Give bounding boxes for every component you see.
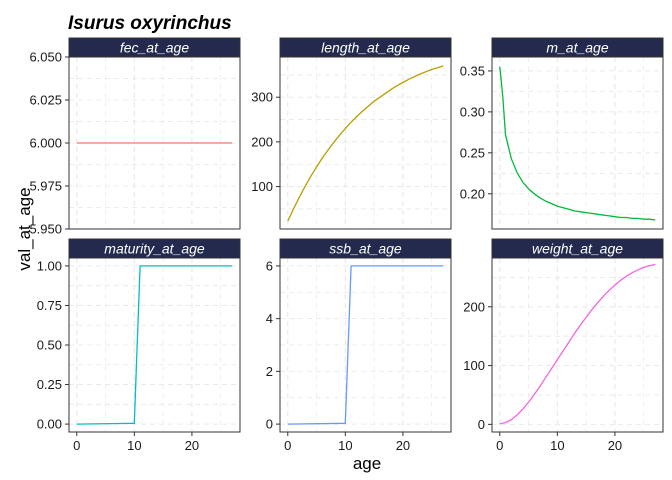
grid-length_at_age	[280, 57, 451, 229]
y-tick-label: 1.00	[37, 258, 62, 273]
x-tick-label: 0	[496, 438, 503, 453]
grid-weight_at_age	[492, 258, 663, 432]
y-tick-label: 4	[266, 311, 273, 326]
strip-label-weight_at_age: weight_at_age	[532, 241, 623, 257]
strip-label-ssb_at_age: ssb_at_age	[329, 241, 402, 257]
grid-m_at_age	[492, 57, 663, 229]
grid-fec_at_age	[69, 56, 240, 230]
y-tick-label: 0.25	[460, 145, 485, 160]
x-tick-label: 20	[185, 438, 199, 453]
y-tick-label: 0.75	[37, 298, 62, 313]
y-tick-label: 0.25	[37, 377, 62, 392]
y-axis-title: val_at_age	[15, 187, 34, 270]
strip-label-m_at_age: m_at_age	[546, 40, 608, 56]
y-tick-label: 300	[251, 90, 273, 105]
x-tick-label: 10	[550, 438, 564, 453]
y-tick-label: 200	[251, 134, 273, 149]
series-line-ssb_at_age	[287, 265, 444, 425]
y-tick-label: 0.30	[460, 104, 485, 119]
facet-panels: fec_at_age 5.950 5.975 6.000 6.025 6.050 lengt…	[29, 37, 664, 453]
y-tick-label: 6.000	[29, 136, 62, 151]
series-line-maturity_at_age	[76, 265, 233, 425]
y-tick-label: 200	[463, 299, 485, 314]
panel-fec_at_age: fec_at_age 5.950 5.975 6.000 6.025 6.050	[29, 37, 241, 237]
series-line-weight_at_age	[499, 263, 656, 425]
panel-border-ssb_at_age	[279, 257, 452, 433]
y-tick-label: 5.975	[29, 179, 62, 194]
grid-ssb_at_age	[280, 258, 451, 432]
panel-border-m_at_age	[491, 56, 664, 230]
y-tick-label: 0	[266, 417, 273, 432]
y-tick-label: 6.050	[29, 50, 62, 65]
y-tick-label: 0	[478, 417, 485, 432]
y-tick-label: 0.35	[460, 63, 485, 78]
panel-length_at_age: length_at_age 100 200 300	[251, 37, 452, 230]
x-tick-label: 10	[338, 438, 352, 453]
x-tick-label: 20	[608, 438, 622, 453]
y-tick-label: 100	[463, 358, 485, 373]
panel-m_at_age: m_at_age 0.20 0.25 0.30 0.35	[460, 37, 664, 230]
y-tick-label: 6	[266, 258, 273, 273]
y-tick-label: 5.950	[29, 222, 62, 237]
panel-border-weight_at_age	[491, 257, 664, 433]
y-tick-label: 2	[266, 364, 273, 379]
panel-ssb_at_age: ssb_at_age 0 2 4 6 0 10 20	[266, 238, 452, 453]
chart-title: Isurus oxyrinchus	[68, 13, 232, 34]
strip-label-length_at_age: length_at_age	[321, 40, 410, 56]
y-tick-label: 0.00	[37, 417, 62, 432]
panel-maturity_at_age: maturity_at_age 0.00 0.25 0.50 0.75 1.00 0 10 20	[37, 238, 241, 453]
grid-maturity_at_age	[69, 258, 240, 432]
y-tick-label: 0.50	[37, 338, 62, 353]
x-axis-title: age	[353, 454, 381, 473]
x-tick-label: 0	[73, 438, 80, 453]
panel-weight_at_age: weight_at_age 0 100 200 0 10 20	[463, 238, 664, 453]
series-line-m_at_age	[499, 66, 656, 221]
x-tick-label: 0	[284, 438, 291, 453]
strip-label-maturity_at_age: maturity_at_age	[104, 241, 205, 257]
y-tick-label: 0.20	[460, 186, 485, 201]
series-line-length_at_age	[287, 65, 444, 222]
y-tick-label: 6.025	[29, 93, 62, 108]
strip-label-fec_at_age: fec_at_age	[120, 40, 189, 56]
x-tick-label: 20	[396, 438, 410, 453]
panel-border-length_at_age	[279, 56, 452, 230]
y-tick-label: 100	[251, 179, 273, 194]
x-tick-label: 10	[127, 438, 141, 453]
